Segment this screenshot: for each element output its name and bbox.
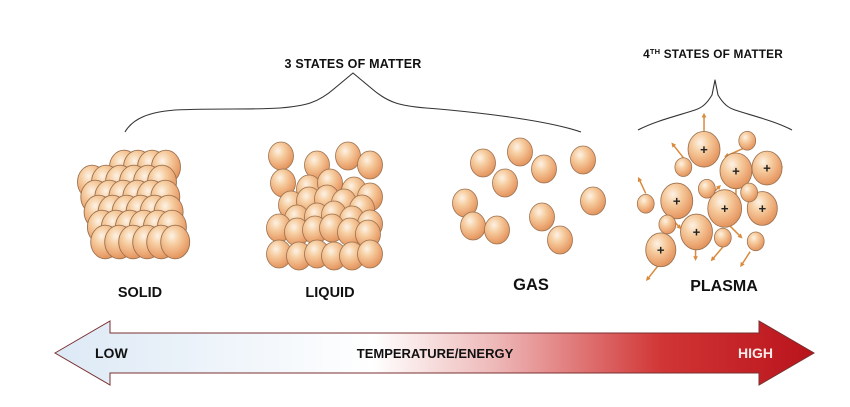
svg-text:PLASMA: PLASMA bbox=[690, 278, 758, 295]
svg-text:GAS: GAS bbox=[513, 276, 549, 294]
svg-text:+: + bbox=[721, 201, 729, 216]
svg-text:+: + bbox=[732, 164, 740, 179]
svg-text:+: + bbox=[700, 142, 708, 157]
svg-text:HIGH: HIGH bbox=[738, 345, 773, 361]
svg-text:3 STATES OF MATTER: 3 STATES OF MATTER bbox=[285, 57, 422, 71]
svg-text:+: + bbox=[763, 161, 771, 176]
svg-text:+: + bbox=[657, 243, 665, 258]
svg-text:TEMPERATURE/ENERGY: TEMPERATURE/ENERGY bbox=[357, 346, 514, 361]
svg-text:+: + bbox=[758, 201, 766, 216]
svg-text:LOW: LOW bbox=[95, 345, 128, 361]
svg-text:4TH STATES OF MATTER: 4TH STATES OF MATTER bbox=[643, 47, 783, 62]
svg-text:+: + bbox=[673, 194, 681, 209]
svg-text:SOLID: SOLID bbox=[118, 285, 162, 301]
svg-text:LIQUID: LIQUID bbox=[305, 285, 354, 301]
svg-text:+: + bbox=[693, 225, 701, 240]
